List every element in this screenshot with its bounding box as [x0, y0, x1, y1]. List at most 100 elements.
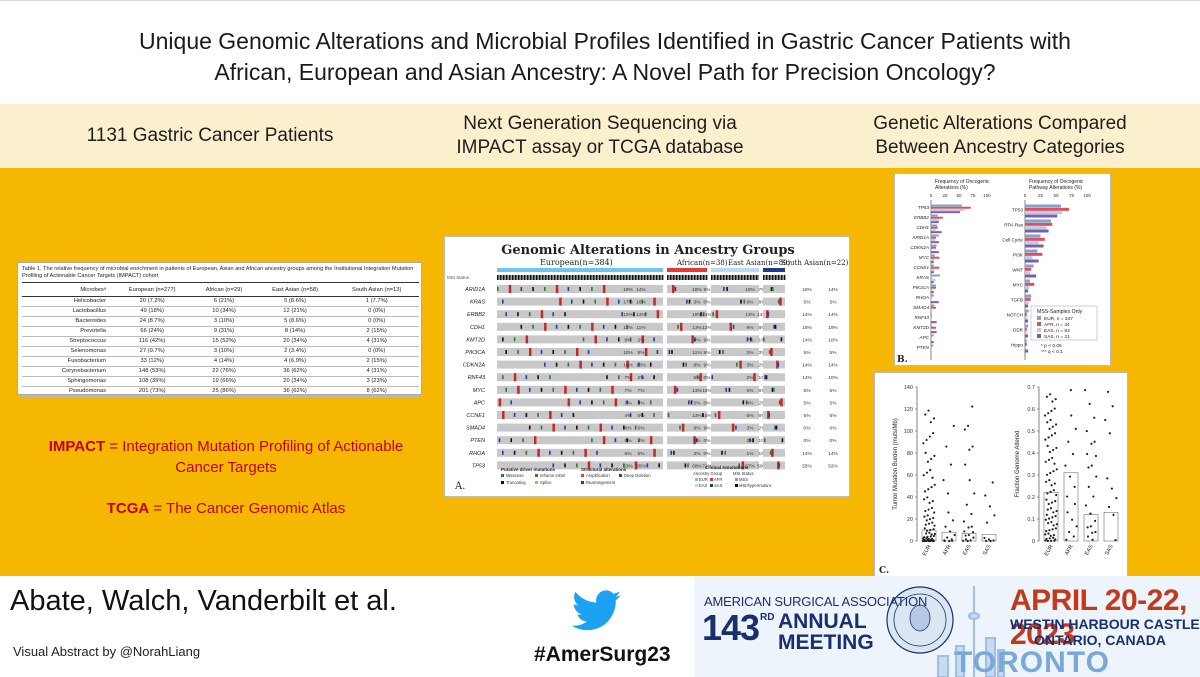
table-cell: 27 (9.7%)	[112, 346, 193, 357]
alteration-mark	[694, 337, 696, 342]
alteration-mark	[767, 312, 770, 317]
alteration-mark	[778, 400, 781, 405]
hashtag[interactable]: #AmerSurg23	[534, 643, 671, 666]
alteration-mark	[623, 463, 625, 468]
bar-chart-category: ARID1A	[911, 235, 929, 240]
oncoprint-track	[711, 322, 759, 331]
alteration-mark	[777, 461, 780, 470]
alteration-mark	[768, 350, 771, 354]
alteration-mark	[591, 438, 593, 443]
oncoprint-track	[763, 411, 785, 419]
scatter-point	[1051, 528, 1054, 531]
bar-mark	[1025, 309, 1029, 313]
msi-tick	[682, 275, 684, 280]
alteration-mark	[560, 450, 563, 455]
header-alterations-line1: Genetic Alterations Compared	[873, 113, 1127, 134]
table-cell: 148 (53%)	[112, 366, 193, 377]
table-cell: 4 (31%)	[334, 336, 419, 347]
alteration-mark	[780, 398, 783, 407]
scatter-point	[1054, 423, 1058, 426]
table-cell: 0 (0%)	[334, 306, 419, 317]
oncoprint-group-label: European(n=384)	[540, 258, 613, 267]
scatter-point	[1090, 442, 1093, 445]
alteration-mark	[718, 350, 721, 354]
table-cell: 24 (8.7%)	[112, 316, 193, 327]
scatter-point	[1046, 539, 1049, 543]
alteration-mark	[555, 285, 559, 293]
msi-tick	[539, 275, 541, 280]
alteration-mark	[555, 324, 558, 329]
alteration-mark	[626, 324, 628, 329]
bar-mark	[931, 204, 962, 207]
scatter-point	[967, 533, 970, 537]
oncoprint-pct-all: 9%	[747, 300, 755, 306]
asa-date: APRIL 20-22, 2023	[1010, 584, 1187, 651]
scatter-tick-label: 0.7	[1027, 385, 1035, 391]
scatter-tick-label: 80	[907, 451, 913, 457]
alteration-mark	[742, 400, 745, 405]
alteration-mark	[584, 448, 587, 457]
alteration-mark	[725, 387, 727, 392]
oncoprint-track	[763, 310, 785, 319]
msi-tick	[515, 275, 517, 280]
bar-mark	[931, 228, 936, 231]
oncoprint-track	[667, 398, 707, 407]
table-cell: 9 (31%)	[192, 326, 256, 337]
msi-status-label: MSI Status	[447, 275, 470, 280]
scatter-point	[1045, 498, 1048, 501]
oncoprint-pct-mss: 5%	[638, 400, 646, 406]
visual-abstract-credit[interactable]: Visual Abstract by @NorahLiang	[13, 644, 201, 659]
msi-tick	[711, 275, 713, 280]
scatter-point	[970, 525, 973, 528]
scatter-tick-label: 0.2	[1027, 495, 1035, 501]
alteration-mark	[739, 360, 742, 369]
bar-mark	[1025, 324, 1029, 328]
alteration-mark	[699, 373, 702, 382]
alteration-mark	[653, 375, 655, 380]
oncoprint-pct-mss: 21%	[702, 312, 712, 318]
alteration-mark	[533, 436, 537, 445]
scatter-point	[1054, 499, 1057, 503]
oncoprint-pct-all: 18%	[802, 287, 812, 293]
oncoprint-track	[667, 411, 707, 419]
bar-mark	[1025, 346, 1027, 350]
alteration-mark	[602, 285, 606, 293]
oncoprint-panel: Genomic Alterations in Ancestry Groups E…	[444, 236, 850, 497]
scatter-point	[1048, 537, 1051, 540]
oncoprint-figure: European(n=384) African(n=38) East Asian(n…	[447, 258, 849, 492]
scatter-point	[929, 421, 932, 424]
scatter-point	[1067, 440, 1070, 443]
scatter-point	[932, 528, 935, 531]
alteration-mark	[579, 287, 581, 291]
table-row: Bacteroides 24 (8.7%) 3 (10%) 5 (8.6%) 0 (0%…	[22, 316, 419, 327]
twitter-icon[interactable]	[572, 589, 622, 633]
table-cell: 8 (14%)	[255, 326, 335, 337]
msi-tick	[512, 275, 514, 280]
bar-mark	[1025, 301, 1029, 305]
alteration-mark	[681, 423, 685, 432]
scatter-point	[1093, 416, 1096, 419]
scatter-point	[1053, 407, 1056, 410]
alteration-mark	[629, 413, 632, 417]
bar-mark	[931, 341, 934, 344]
scatter-point	[1065, 538, 1068, 541]
scatter-point	[1048, 450, 1052, 454]
bar-mark	[1025, 244, 1044, 248]
msi-tick	[506, 275, 508, 280]
bar-chart-title: Alterations (%)	[935, 185, 968, 191]
bar-chart-category: RTK-Ras	[1004, 223, 1024, 228]
legend-structural-item: Deep Deletion	[624, 473, 651, 478]
asa-region: ONTARIO, CANADA	[1034, 632, 1166, 648]
scatter-point	[1047, 532, 1050, 535]
scatter-point	[1051, 456, 1054, 460]
oncoprint-gene-label: TP53	[472, 463, 486, 469]
scatter-point	[1049, 507, 1053, 510]
table-cell: 5 (8.6%)	[255, 316, 335, 327]
oncoprint-pct-all: 13%	[692, 413, 702, 419]
scatter-point	[968, 479, 971, 482]
alteration-mark	[513, 450, 516, 455]
scatter-point	[1110, 487, 1113, 490]
bar-chart-category: RNF43	[914, 315, 929, 320]
bar-chart-tick: 50	[1053, 193, 1059, 198]
msi-tick	[775, 275, 777, 280]
